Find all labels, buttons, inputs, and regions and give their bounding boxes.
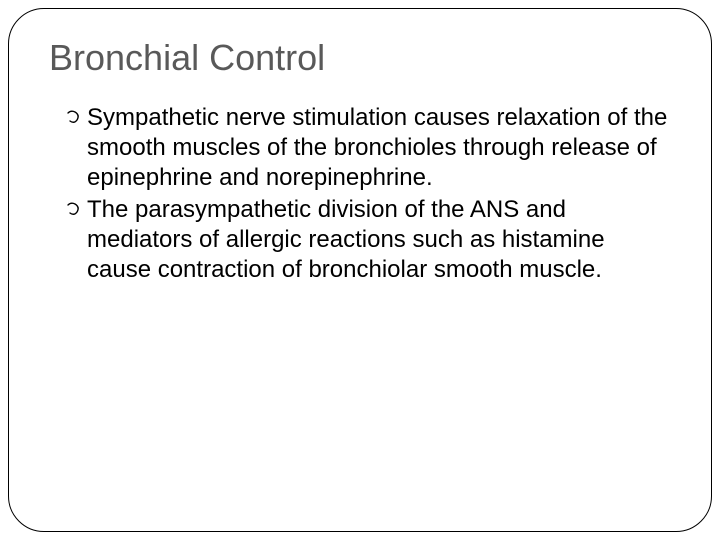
- slide-frame: Bronchial Control Sympathetic nerve stim…: [8, 8, 712, 532]
- slide-title: Bronchial Control: [49, 37, 671, 79]
- bullet-icon: [65, 103, 87, 133]
- bullet-text: Sympathetic nerve stimulation causes rel…: [87, 103, 671, 193]
- bullet-text: The parasympathetic division of the ANS …: [87, 195, 671, 285]
- bullet-icon: [65, 195, 87, 225]
- slide-content: Sympathetic nerve stimulation causes rel…: [49, 103, 671, 285]
- bullet-item: Sympathetic nerve stimulation causes rel…: [65, 103, 671, 193]
- bullet-item: The parasympathetic division of the ANS …: [65, 195, 671, 285]
